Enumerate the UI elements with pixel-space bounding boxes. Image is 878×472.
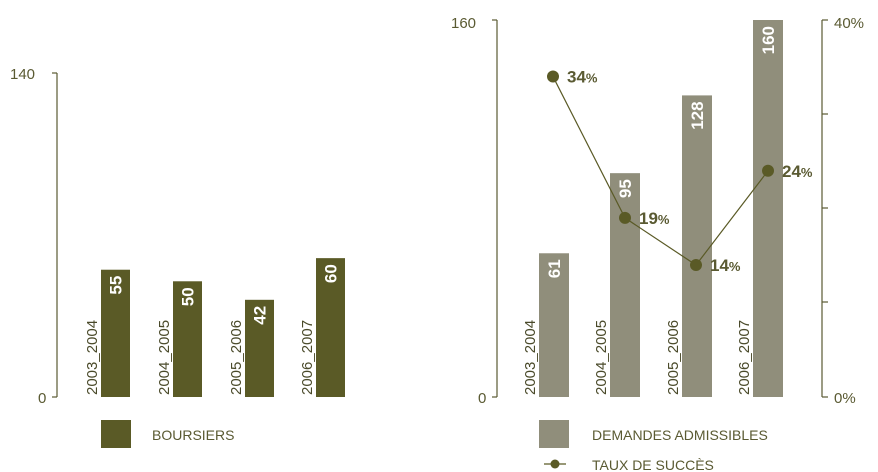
value-label-boursiers-2006_2007: 60 — [322, 264, 341, 283]
left-y-tick-label-max: 140 — [10, 66, 35, 83]
bar-boursiers-2006_2007 — [316, 258, 345, 397]
legend-swatch-boursiers — [101, 420, 131, 448]
value-label-demandes-2006_2007: 160 — [759, 26, 778, 54]
bar-demandes-2003_2004 — [539, 253, 569, 397]
value-label-demandes-2004_2005: 95 — [616, 179, 635, 198]
taux-line — [552, 76, 769, 266]
bar-demandes-2005_2006 — [682, 95, 712, 398]
bar-boursiers-2005_2006 — [245, 299, 274, 397]
category-label-2004_2005: 2004_2005 — [156, 320, 173, 395]
legend-swatch-demandes — [539, 420, 569, 448]
taux-marker-2004_2005 — [619, 211, 631, 224]
category-label-2003_2004: 2003_2004 — [84, 320, 101, 395]
taux-label-2004_2005: 19% — [639, 209, 670, 228]
taux-marker-2003_2004 — [547, 70, 559, 83]
category-label-right-2004_2005: 2004_2005 — [593, 320, 610, 395]
right-y2-tick-label-max: 40% — [834, 15, 864, 32]
right-y2-tick-label-min: 0% — [834, 390, 856, 407]
taux-label-2005_2006: 14% — [710, 256, 741, 275]
category-label-2006_2007: 2006_2007 — [299, 320, 316, 395]
right-y-tick-label-max: 160 — [451, 15, 476, 32]
legend-label-demandes: DEMANDES ADMISSIBLES — [592, 427, 768, 443]
category-label-right-2003_2004: 2003_2004 — [522, 320, 539, 395]
legend-label-boursiers: BOURSIERS — [152, 427, 234, 443]
taux-label-2003_2004: 34% — [567, 68, 598, 87]
right-bars-group: 61 2003_2004 95 2004_2005 128 2005_2006 160 200… — [522, 20, 783, 398]
bar-boursiers-2004_2005 — [173, 281, 202, 397]
value-label-demandes-2003_2004: 61 — [545, 259, 564, 278]
value-label-demandes-2005_2006: 128 — [688, 101, 707, 129]
value-label-boursiers-2004_2005: 50 — [179, 287, 198, 306]
taux-marker-2006_2007 — [762, 164, 774, 177]
value-label-boursiers-2005_2006: 42 — [251, 306, 270, 325]
right-y-tick-label-min: 0 — [478, 390, 486, 407]
legend-label-taux: TAUX DE SUCCÈS — [592, 457, 714, 472]
category-label-2005_2006: 2005_2006 — [228, 320, 245, 395]
category-label-right-2006_2007: 2006_2007 — [736, 320, 753, 395]
left-bars-group: 55 2003_2004 50 2004_2005 42 2005_2006 60 2006_… — [84, 258, 345, 397]
legend-marker-taux — [550, 459, 560, 469]
taux-label-2006_2007: 24% — [782, 162, 813, 181]
category-label-right-2005_2006: 2005_2006 — [665, 320, 682, 395]
left-chart: 140 0 55 2003_2004 50 2004_2005 42 2005_2006 6… — [10, 66, 345, 448]
right-line-group: 34% 19% 14% 24% — [547, 68, 813, 275]
left-y-tick-label-min: 0 — [38, 390, 46, 407]
value-label-boursiers-2003_2004: 55 — [107, 276, 126, 295]
right-chart: 160 0 40% 0% 61 2003_2004 95 2004_2005 128 20… — [451, 15, 864, 472]
bar-boursiers-2003_2004 — [101, 269, 130, 397]
bar-demandes-2004_2005 — [610, 173, 640, 397]
bar-demandes-2006_2007 — [753, 20, 783, 397]
taux-marker-2005_2006 — [690, 259, 702, 272]
